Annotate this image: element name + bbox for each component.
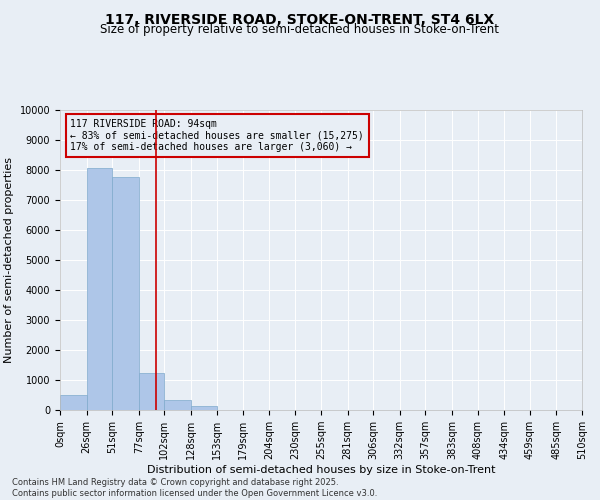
Bar <box>191 406 217 410</box>
Y-axis label: Number of semi-detached properties: Number of semi-detached properties <box>4 157 14 363</box>
Bar <box>112 178 139 410</box>
Bar <box>60 395 86 410</box>
Bar <box>139 372 164 410</box>
Bar <box>86 168 112 410</box>
Text: Size of property relative to semi-detached houses in Stoke-on-Trent: Size of property relative to semi-detach… <box>101 22 499 36</box>
Text: Contains HM Land Registry data © Crown copyright and database right 2025.
Contai: Contains HM Land Registry data © Crown c… <box>12 478 377 498</box>
Bar <box>164 400 191 410</box>
Text: 117, RIVERSIDE ROAD, STOKE-ON-TRENT, ST4 6LX: 117, RIVERSIDE ROAD, STOKE-ON-TRENT, ST4… <box>106 12 494 26</box>
Text: 117 RIVERSIDE ROAD: 94sqm
← 83% of semi-detached houses are smaller (15,275)
17%: 117 RIVERSIDE ROAD: 94sqm ← 83% of semi-… <box>70 119 364 152</box>
X-axis label: Distribution of semi-detached houses by size in Stoke-on-Trent: Distribution of semi-detached houses by … <box>147 465 495 475</box>
